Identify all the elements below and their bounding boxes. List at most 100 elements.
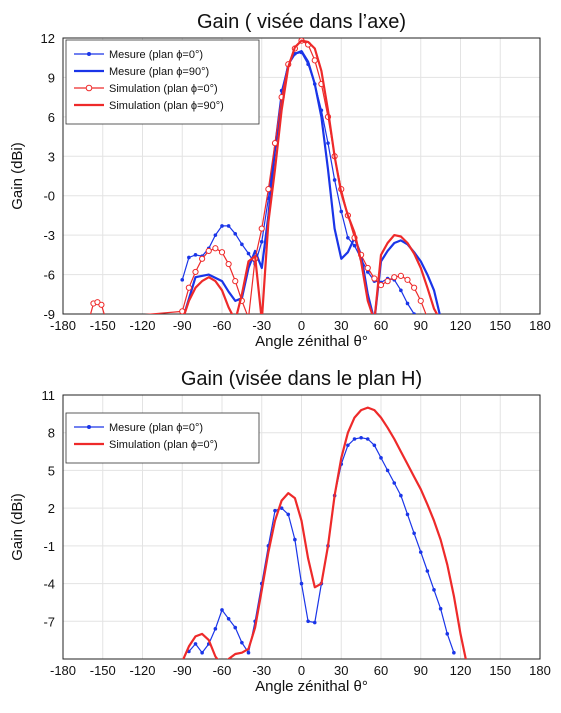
chart-title: Gain ( visée dans l’axe)	[197, 11, 406, 33]
data-point	[233, 232, 238, 236]
data-point	[293, 537, 297, 542]
data-point	[311, 57, 318, 64]
data-point	[384, 278, 391, 285]
data-point	[372, 443, 377, 448]
data-point	[246, 315, 251, 320]
legend-label: Mesure (plan ϕ=0°)	[109, 422, 203, 434]
y-tick-label: -6	[43, 268, 55, 283]
data-point	[259, 239, 264, 244]
data-point	[199, 255, 206, 262]
y-tick-label: -1	[43, 539, 55, 554]
data-point	[404, 276, 411, 283]
y-tick-label: -7	[43, 614, 55, 629]
data-point	[352, 437, 357, 441]
data-point	[417, 297, 424, 304]
y-tick-label: 11	[42, 388, 56, 403]
data-point	[226, 224, 231, 228]
data-point	[246, 251, 251, 256]
y-tick-label: 3	[48, 149, 55, 164]
data-point	[418, 550, 423, 554]
legend-marker	[87, 52, 91, 56]
x-tick-label: 120	[450, 663, 472, 678]
data-point	[299, 581, 304, 586]
chart-title: Gain (visée dans le plan H)	[181, 368, 422, 390]
data-point	[286, 512, 291, 517]
data-point	[193, 642, 198, 646]
y-tick-label: 6	[48, 110, 55, 125]
data-point	[405, 512, 410, 517]
x-tick-label: 0	[298, 318, 305, 333]
x-tick-label: 0	[298, 663, 305, 678]
data-point	[391, 274, 398, 281]
data-point	[365, 270, 370, 274]
legend-label: Simulation (plan ϕ=0°)	[109, 439, 218, 451]
series-line-2	[182, 406, 467, 659]
y-axis-label: Gain (dBi)	[9, 142, 26, 210]
data-point	[405, 301, 410, 306]
data-point	[359, 435, 363, 440]
y-tick-label: 8	[48, 426, 55, 441]
data-point	[452, 650, 456, 655]
data-point	[233, 625, 238, 630]
data-point	[392, 481, 397, 485]
legend-label: Simulation (plan ϕ=90°)	[109, 100, 224, 112]
data-point	[339, 209, 344, 214]
data-point	[445, 632, 450, 636]
data-point	[226, 616, 231, 621]
x-tick-label: -180	[50, 663, 76, 678]
data-point	[412, 312, 416, 314]
x-axis-label: Angle zénithal θ°	[255, 678, 368, 695]
data-point	[438, 606, 443, 611]
data-point	[365, 437, 370, 441]
x-tick-label: 90	[414, 663, 428, 678]
data-point	[185, 284, 192, 291]
x-tick-label: 60	[374, 318, 388, 333]
data-point	[213, 627, 218, 631]
x-tick-label: 150	[489, 663, 511, 678]
y-tick-label: 9	[48, 70, 55, 85]
legend: Mesure (plan ϕ=0°) Mesure (plan ϕ=90°) Sim…	[65, 39, 260, 125]
data-point	[279, 506, 284, 510]
data-point	[220, 608, 224, 612]
data-point	[192, 268, 199, 276]
x-tick-label: -150	[90, 663, 116, 678]
chart-2: Gain (visée dans le plan H)-180 -150 -120-…	[9, 368, 551, 695]
data-point	[212, 245, 219, 252]
plot-area	[89, 38, 441, 320]
x-tick-label: 30	[334, 663, 348, 678]
data-point	[379, 456, 383, 460]
data-point	[346, 443, 350, 448]
data-point	[240, 242, 244, 247]
data-point	[385, 468, 390, 473]
series-line-4	[183, 39, 439, 314]
data-point	[258, 225, 265, 232]
x-tick-label: 120	[450, 318, 472, 333]
y-axis-label: Gain (dBi)	[9, 493, 26, 561]
data-point	[326, 141, 330, 145]
data-point	[240, 640, 244, 645]
data-point	[332, 178, 337, 182]
x-tick-label: -180	[50, 318, 76, 333]
x-tick-label: 180	[529, 318, 551, 333]
data-point	[411, 284, 418, 291]
data-point	[432, 588, 436, 592]
y-tick-label: 12	[41, 31, 55, 46]
x-tick-label: -150	[90, 318, 116, 333]
data-point	[273, 508, 277, 513]
data-point	[425, 569, 430, 573]
data-point	[399, 288, 403, 293]
data-point	[412, 531, 416, 536]
data-point	[364, 264, 371, 272]
x-tick-label: -90	[173, 318, 192, 333]
y-tick-label: -3	[43, 228, 55, 243]
data-point	[232, 278, 239, 285]
legend-label: Simulation (plan ϕ=0°)	[109, 83, 218, 95]
x-axis-label: Angle zénithal θ°	[255, 333, 368, 350]
data-point	[306, 619, 310, 624]
data-point	[352, 243, 357, 248]
x-tick-label: -120	[129, 663, 155, 678]
data-point	[397, 272, 404, 279]
y-tick-label: 2	[48, 501, 55, 516]
data-point	[399, 493, 403, 498]
